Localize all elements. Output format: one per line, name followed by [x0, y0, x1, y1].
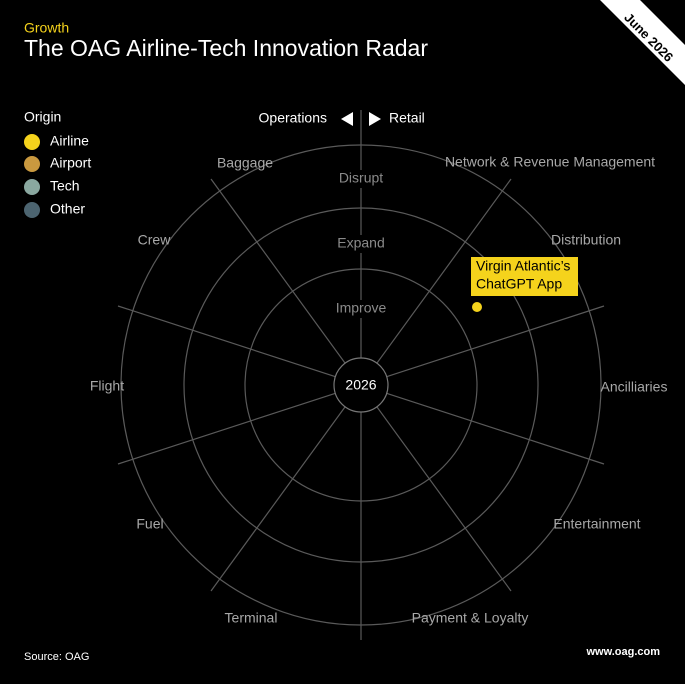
- legend-label: Airline: [50, 133, 89, 149]
- item-label: ChatGPT App: [476, 276, 562, 292]
- tag: Growth: [24, 20, 69, 36]
- date-banner: [600, 0, 685, 85]
- legend-label: Tech: [50, 178, 80, 194]
- item-dot[interactable]: [472, 302, 482, 312]
- title: The OAG Airline-Tech Innovation Radar: [24, 35, 428, 61]
- category: Network & Revenue Management: [445, 154, 655, 170]
- source: Source: OAG: [24, 651, 89, 663]
- arrow-right: [369, 112, 381, 126]
- arrow-left: [341, 112, 353, 126]
- ring-label: Expand: [337, 235, 384, 251]
- legend: Airline Airport Tech Other: [24, 133, 91, 218]
- category: Baggage: [217, 155, 273, 171]
- axis-right: Retail: [389, 110, 425, 126]
- ring-label: Improve: [336, 300, 387, 316]
- ring-label-bg: [332, 235, 390, 253]
- ring-label-bg: [332, 170, 390, 188]
- url: www.oag.com: [585, 646, 660, 658]
- category: Flight: [90, 378, 124, 394]
- legend-label: Other: [50, 201, 85, 217]
- legend-swatch: [24, 179, 40, 195]
- item-label: Virgin Atlantic’s: [476, 258, 570, 274]
- ring-label: Disrupt: [339, 170, 383, 186]
- legend-swatch: [24, 156, 40, 172]
- category: Crew: [138, 232, 172, 248]
- legend-swatch: [24, 202, 40, 218]
- axis-left: Operations: [259, 110, 327, 126]
- center: [333, 357, 389, 413]
- category: Distribution: [551, 232, 621, 248]
- category: Payment & Loyalty: [412, 610, 529, 626]
- category: Entertainment: [553, 516, 640, 532]
- legend-swatch: [24, 134, 40, 150]
- category: Terminal: [225, 610, 278, 626]
- center-label: 2026: [345, 377, 376, 393]
- ring-label-bg: [332, 300, 390, 318]
- legend-title: Origin: [24, 109, 61, 125]
- category: Ancilliaries: [601, 379, 668, 395]
- category: Fuel: [136, 516, 163, 532]
- item-callout: [471, 257, 578, 296]
- legend-label: Airport: [50, 155, 91, 171]
